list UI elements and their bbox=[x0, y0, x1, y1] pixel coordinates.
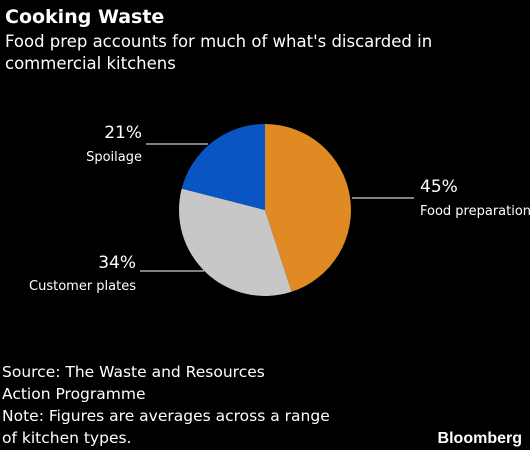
label-customer-plates: 34% Customer plates bbox=[29, 253, 204, 294]
pie bbox=[178, 124, 352, 297]
source-line-2: Action Programme bbox=[2, 385, 146, 403]
pct-spoilage: 21% bbox=[104, 123, 142, 143]
pie-slice-spoilage bbox=[181, 124, 265, 210]
label-spoilage: 21% Spoilage bbox=[86, 123, 208, 165]
chart-subtitle-line-2: commercial kitchens bbox=[5, 54, 176, 73]
category-food-preparation: Food preparation bbox=[420, 204, 530, 219]
pct-customer-plates: 34% bbox=[98, 253, 136, 273]
category-customer-plates: Customer plates bbox=[29, 279, 136, 294]
category-spoilage: Spoilage bbox=[86, 150, 142, 165]
chart-subtitle-line-1: Food prep accounts for much of what's di… bbox=[5, 32, 432, 51]
source-line-1: Source: The Waste and Resources bbox=[2, 363, 265, 381]
chart-title: Cooking Waste bbox=[5, 6, 164, 28]
pie-slice-customer-plates bbox=[178, 188, 292, 297]
note-line-2: of kitchen types. bbox=[2, 429, 132, 447]
label-food-preparation: 45% Food preparation bbox=[352, 177, 530, 219]
note-line-1: Note: Figures are averages across a rang… bbox=[2, 407, 330, 425]
pct-food-preparation: 45% bbox=[420, 177, 458, 197]
pie-slice-food-preparation bbox=[265, 124, 352, 292]
bloomberg-logo: Bloomberg bbox=[438, 430, 522, 447]
